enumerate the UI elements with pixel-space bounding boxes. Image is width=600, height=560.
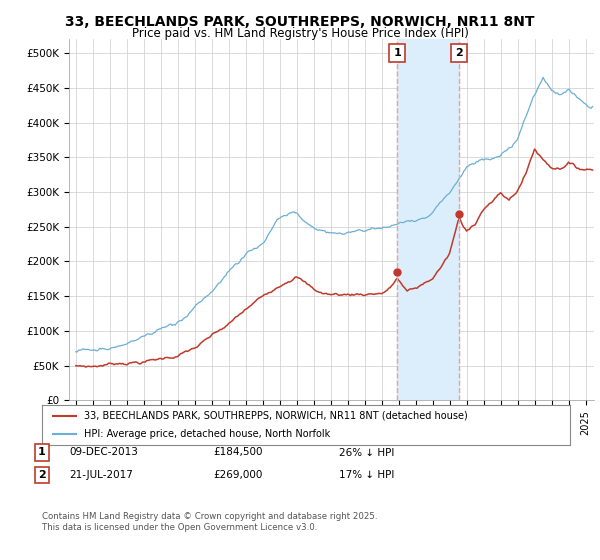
Text: 26% ↓ HPI: 26% ↓ HPI: [339, 447, 394, 458]
Text: 2: 2: [38, 470, 46, 480]
Text: 33, BEECHLANDS PARK, SOUTHREPPS, NORWICH, NR11 8NT: 33, BEECHLANDS PARK, SOUTHREPPS, NORWICH…: [65, 15, 535, 29]
Text: 17% ↓ HPI: 17% ↓ HPI: [339, 470, 394, 480]
Text: £184,500: £184,500: [213, 447, 263, 458]
Text: 21-JUL-2017: 21-JUL-2017: [69, 470, 133, 480]
Text: 2: 2: [455, 48, 463, 58]
Text: 33, BEECHLANDS PARK, SOUTHREPPS, NORWICH, NR11 8NT (detached house): 33, BEECHLANDS PARK, SOUTHREPPS, NORWICH…: [84, 411, 468, 421]
Text: 1: 1: [394, 48, 401, 58]
Text: 09-DEC-2013: 09-DEC-2013: [69, 447, 138, 458]
Text: Price paid vs. HM Land Registry's House Price Index (HPI): Price paid vs. HM Land Registry's House …: [131, 27, 469, 40]
Text: 1: 1: [38, 447, 46, 458]
Text: £269,000: £269,000: [213, 470, 262, 480]
Bar: [397, 39, 459, 400]
Text: Contains HM Land Registry data © Crown copyright and database right 2025.
This d: Contains HM Land Registry data © Crown c…: [42, 512, 377, 532]
Text: HPI: Average price, detached house, North Norfolk: HPI: Average price, detached house, Nort…: [84, 430, 331, 439]
